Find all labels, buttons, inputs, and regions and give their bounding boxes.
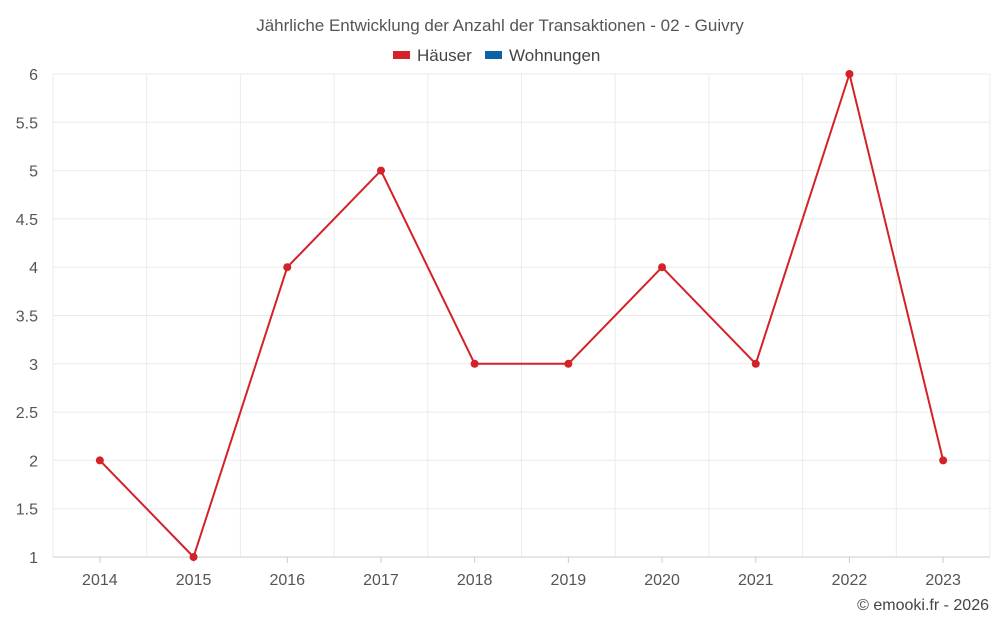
y-tick-label: 3 [29,357,38,374]
y-tick-label: 4.5 [16,212,38,229]
y-tick-label: 1.5 [16,502,38,519]
data-point[interactable] [95,456,104,465]
credit: © emooki.fr - 2026 [857,597,989,614]
legend-swatch-haeuser [393,51,410,59]
y-tick-label: 1 [29,550,38,567]
legend: Häuser Wohnungen [393,46,600,65]
legend-label-wohnungen: Wohnungen [509,46,600,65]
y-tick-label: 2.5 [16,405,38,422]
data-point[interactable] [470,359,479,368]
x-tick-label: 2020 [644,572,680,589]
legend-swatch-wohnungen [485,51,502,59]
x-tick-label: 2022 [832,572,868,589]
data-point[interactable] [189,553,198,561]
legend-label-haeuser: Häuser [417,46,472,65]
data-point[interactable] [845,70,854,78]
data-point[interactable] [564,359,573,368]
x-tick-label: 2014 [82,572,118,589]
x-tick-label: 2023 [925,572,961,589]
y-tick-label: 2 [29,453,38,470]
legend-item-wohnungen[interactable]: Wohnungen [485,46,600,65]
data-point[interactable] [939,456,948,465]
data-point[interactable] [751,359,760,368]
series-line-0 [99,73,945,558]
x-tick-label: 2019 [551,572,587,589]
y-tick-label: 3.5 [16,309,38,326]
y-axis: 1 1.5 2 2.5 3 3.5 4 4.5 5 5.5 6 [16,67,38,567]
x-tick-label: 2015 [176,572,212,589]
series-haeuser [95,70,948,561]
y-tick-label: 5.5 [16,115,38,132]
legend-item-haeuser[interactable]: Häuser [393,46,472,65]
chart-title: Jährliche Entwicklung der Anzahl der Tra… [256,16,744,35]
y-tick-label: 5 [29,164,38,181]
y-tick-label: 4 [29,260,38,277]
data-point[interactable] [658,263,667,272]
y-tick-label: 6 [29,67,38,84]
x-axis: 2014 2015 2016 2017 2018 2019 2020 2021 2022 2023 [53,556,990,589]
x-tick-label: 2021 [738,572,774,589]
x-tick-label: 2017 [363,572,399,589]
grid [52,73,991,557]
x-tick-label: 2018 [457,572,493,589]
data-point[interactable] [376,166,385,175]
x-tick-label: 2016 [269,572,305,589]
data-point[interactable] [283,263,292,272]
